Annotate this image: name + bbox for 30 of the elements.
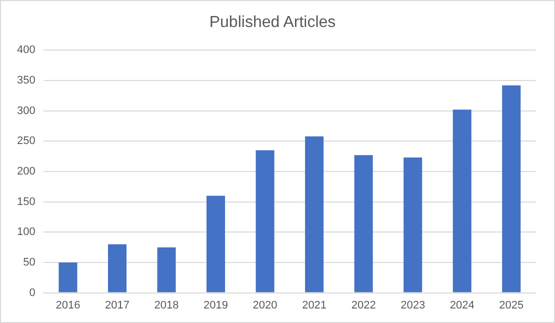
bar [157,247,176,292]
y-tick-label: 100 [16,226,36,238]
y-tick-label: 50 [23,256,36,269]
bar [502,85,521,292]
x-tick-label: 2016 [56,299,80,312]
bar [108,244,127,292]
x-tick-label: 2019 [204,299,228,312]
y-tick-label: 0 [29,286,36,299]
x-tick-label: 2023 [400,299,426,312]
bar [305,136,324,292]
x-tick-label: 2022 [351,299,376,312]
bar [58,262,78,292]
x-tick-label: 2021 [302,299,327,312]
y-tick-label: 300 [16,104,36,117]
chart-title: Published Articles [209,14,336,32]
y-tick-label: 400 [16,44,36,56]
y-tick-label: 250 [16,135,36,148]
bar [404,158,422,292]
bar [452,110,472,292]
x-tick-label: 2024 [450,299,474,312]
y-tick-label: 350 [16,74,36,87]
y-tick-label: 200 [16,166,36,178]
y-tick-label: 150 [16,196,36,208]
x-tick-label: 2020 [252,299,278,312]
x-tick-label: 2025 [499,299,524,312]
x-tick-label: 2018 [154,299,179,312]
bar [256,150,274,292]
x-tick-label: 2017 [105,299,130,312]
bar [206,196,226,292]
bar [354,155,373,292]
